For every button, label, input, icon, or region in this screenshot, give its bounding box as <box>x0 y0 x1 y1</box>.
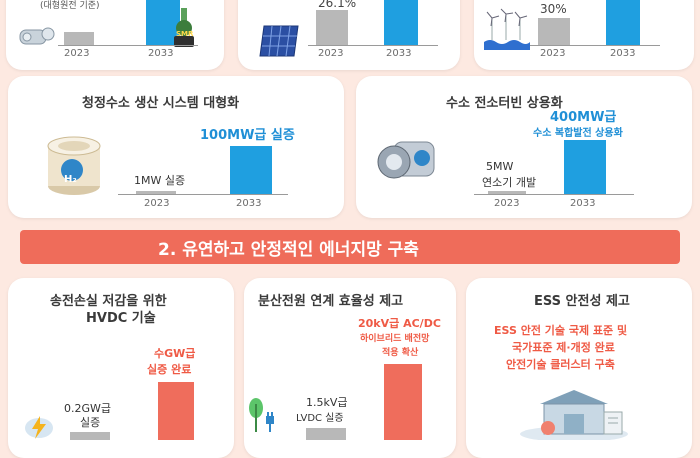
bar-2033 <box>384 0 418 45</box>
bar-2023 <box>136 191 176 194</box>
axis-line <box>58 45 198 46</box>
h2-label: H₂ <box>64 174 77 185</box>
solar-panel-icon <box>258 22 302 60</box>
bar-a-label: 0.2GW급 <box>64 402 112 415</box>
year-label: 2023 <box>540 48 566 59</box>
card-title: ESS 안전성 제고 <box>534 294 630 309</box>
ess-text: 국가표준 제·개정 완료 <box>512 341 615 354</box>
bar-2023 <box>488 191 526 194</box>
card-title: 송전손실 저감을 위한 <box>50 294 167 309</box>
bar-a-label: LVDC 실증 <box>296 413 344 424</box>
bar-b-label: 적용 확산 <box>382 348 419 358</box>
year-label: 2023 <box>318 48 344 59</box>
year-label: 2033 <box>148 48 174 59</box>
reactor-icon <box>18 22 56 52</box>
bar-2033 <box>230 146 272 194</box>
card-title: 분산전원 연계 효율성 제고 <box>258 294 404 309</box>
hydrogen-tank-icon <box>44 130 104 198</box>
bar-b-label: 하이브리드 배전망 <box>360 334 430 344</box>
axis-line <box>308 45 438 46</box>
card-title: HVDC 기술 <box>86 311 156 326</box>
bar-a-label: 1MW 실증 <box>134 174 186 187</box>
ess-text: 안전기술 클러스터 구축 <box>506 358 615 371</box>
bar-2023 <box>316 10 348 45</box>
card-title: 수소 전소터빈 상용화 <box>446 96 563 111</box>
year-label: 2033 <box>236 198 262 209</box>
section-banner <box>20 230 680 264</box>
bar-2023 <box>64 32 94 45</box>
bar-a-label: 실증 <box>80 416 101 429</box>
bar-a-label: 1.5kV급 <box>306 396 348 409</box>
bar-b-label: 실증 완료 <box>147 363 192 376</box>
value-label: 30% <box>540 2 567 16</box>
year-label: 2033 <box>386 48 412 59</box>
bar-2033 <box>606 0 640 45</box>
top-card-wind <box>474 0 694 70</box>
bar-b-label: 수GW급 <box>154 347 196 360</box>
section-title: 2. 유연하고 안정적인 에너지망 구축 <box>158 240 419 260</box>
bar-current <box>70 432 110 440</box>
bar-b-label: 수소 복합발전 상용화 <box>533 128 623 139</box>
note-text: (대형원전 기준) <box>40 1 100 11</box>
axis-line <box>530 45 660 46</box>
bar-current <box>306 428 346 440</box>
ess-building-icon <box>518 384 630 442</box>
axis-line <box>118 194 288 195</box>
bar-target <box>384 364 422 440</box>
year-label: 2023 <box>494 198 520 209</box>
smr-badge-icon <box>172 8 196 48</box>
year-label: 2033 <box>610 48 636 59</box>
year-label: 2023 <box>144 198 170 209</box>
lightning-icon <box>24 414 54 440</box>
smr-badge-label: SMR <box>176 30 194 38</box>
axis-line <box>474 194 634 195</box>
bar-2023 <box>538 18 570 45</box>
ess-text: ESS 안전 기술 국제 표준 및 <box>494 324 628 337</box>
bar-b-label: 100MW급 실증 <box>200 128 295 143</box>
wind-turbine-icon <box>484 8 530 50</box>
bar-target <box>158 382 194 440</box>
bar-2033 <box>564 140 606 194</box>
eco-plug-icon <box>246 398 282 434</box>
year-label: 2023 <box>64 48 90 59</box>
bar-a-label: 연소기 개발 <box>482 176 537 189</box>
year-label: 2033 <box>570 198 596 209</box>
bar-b-label: 400MW급 <box>550 110 617 125</box>
card-title: 청정수소 생산 시스템 대형화 <box>82 96 240 111</box>
bar-a-label: 5MW <box>486 160 514 173</box>
value-label: 26.1% <box>318 0 357 10</box>
bar-b-label: 20kV급 AC/DC <box>358 317 441 330</box>
turbine-icon <box>376 132 442 190</box>
